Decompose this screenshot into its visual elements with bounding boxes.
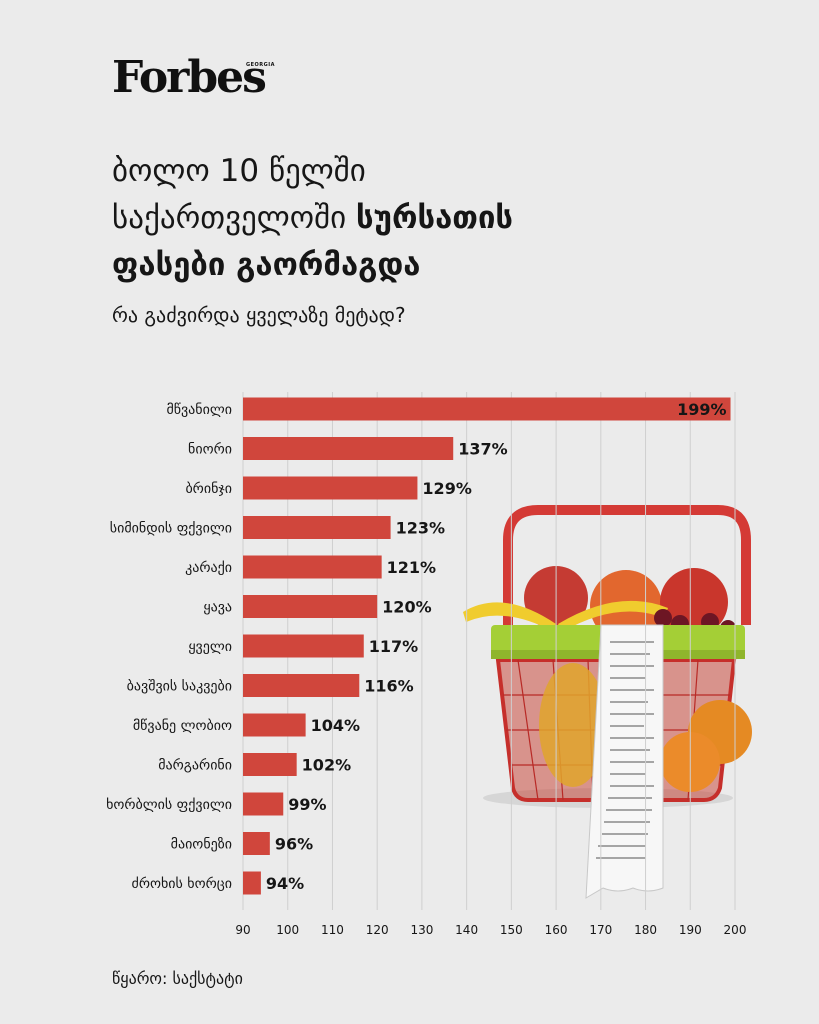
- category-label: ნიორი: [188, 441, 232, 458]
- x-tick-label: 170: [589, 923, 612, 937]
- category-label: მწვანილი: [166, 402, 232, 418]
- bar-11: [243, 792, 284, 816]
- data-label: 121%: [387, 558, 436, 577]
- bar-9: [243, 713, 306, 737]
- x-tick-label: 130: [410, 923, 433, 937]
- title-line-2-bold: სურსათის: [356, 200, 514, 236]
- x-tick-label: 110: [321, 923, 344, 937]
- bar-3: [243, 476, 418, 500]
- category-label: ძროხის ხორცი: [132, 875, 233, 892]
- bar-8: [243, 674, 360, 697]
- bar-5: [243, 555, 382, 579]
- data-label: 117%: [369, 637, 418, 656]
- title-line-1: ბოლო 10 წელში: [112, 153, 366, 189]
- data-label: 120%: [382, 598, 431, 617]
- bar-1: [243, 397, 731, 421]
- category-label: ყავა: [203, 600, 232, 616]
- data-label: 116%: [364, 677, 413, 696]
- title-line-2-regular: საქართველოში: [112, 200, 347, 236]
- x-tick-label: 140: [455, 923, 478, 937]
- category-label: მაიონეზი: [171, 837, 232, 853]
- x-tick-label: 120: [366, 923, 389, 937]
- category-label: ყველი: [188, 639, 232, 655]
- x-tick-label: 150: [500, 923, 523, 937]
- x-tick-label: 160: [545, 923, 568, 937]
- data-label: 123%: [396, 519, 445, 538]
- bar-2: [243, 437, 454, 460]
- page-title: ბოლო 10 წელში საქართველოში სურსათის ფასე…: [112, 148, 732, 289]
- bar-4: [243, 516, 391, 539]
- category-label: მარგარინი: [158, 757, 232, 774]
- x-tick-label: 190: [679, 923, 702, 937]
- title-line-3-bold: ფასები გაორმაგდა: [112, 247, 421, 283]
- bar-13: [243, 871, 261, 895]
- basket-handle: [503, 505, 751, 625]
- x-tick-label: 200: [724, 923, 747, 937]
- category-label: მწვანე ლობიო: [133, 718, 232, 734]
- data-label: 104%: [311, 716, 360, 735]
- forbes-edition-label: GEORGIA: [246, 62, 275, 68]
- category-label: ბავშვის საკვები: [127, 679, 232, 695]
- data-label: 199%: [677, 400, 726, 419]
- forbes-logo: Forbes: [112, 52, 267, 103]
- x-tick-label: 180: [634, 923, 657, 937]
- category-label: ბრინჯი: [185, 480, 232, 497]
- data-label: 94%: [266, 874, 304, 893]
- source-note: წყარო: საქსტატი: [112, 969, 243, 988]
- category-label: სიმინდის ფქვილი: [110, 521, 232, 537]
- chart-subtitle: რა გაძვირდა ყველაზე მეტად?: [112, 303, 406, 327]
- bar-12: [243, 832, 270, 855]
- x-tick-label: 90: [235, 923, 250, 937]
- data-label: 137%: [458, 440, 507, 459]
- receipt: [585, 624, 664, 899]
- category-label: ხორბლის ფქვილი: [106, 796, 232, 813]
- bar-10: [243, 753, 297, 776]
- data-label: 99%: [288, 795, 326, 814]
- data-label: 102%: [302, 756, 351, 775]
- x-tick-label: 100: [276, 923, 299, 937]
- bar-7: [243, 634, 364, 658]
- data-label: 129%: [422, 479, 471, 498]
- data-label: 96%: [275, 835, 313, 854]
- bar-6: [243, 595, 378, 618]
- category-label: კარაქი: [185, 559, 232, 576]
